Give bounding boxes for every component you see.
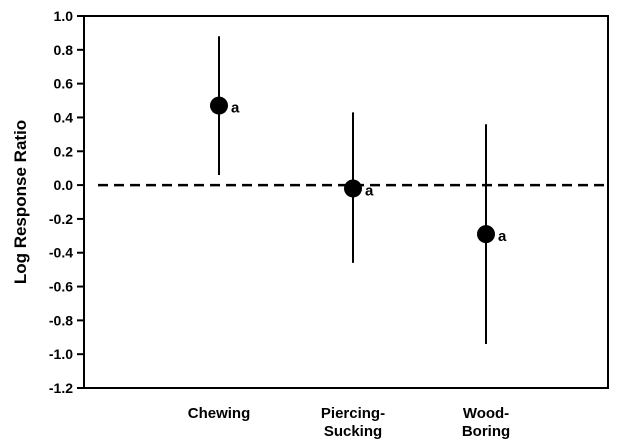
data-points bbox=[210, 96, 495, 244]
y-tick-label: 0.6 bbox=[54, 76, 74, 92]
y-tick-label: 0.2 bbox=[54, 143, 74, 159]
y-tick-label: -0.8 bbox=[49, 312, 73, 328]
y-tick-label: -1.2 bbox=[49, 380, 73, 396]
significance-label: a bbox=[231, 100, 240, 117]
x-category-labels: Chewing Piercing-Sucking Wood-Boring bbox=[188, 405, 510, 440]
y-tick-label: 0.8 bbox=[54, 42, 74, 58]
x-category-label-line: Sucking bbox=[324, 423, 382, 440]
y-tick-label: -0.6 bbox=[49, 279, 73, 295]
x-category-label-line: Chewing bbox=[188, 405, 251, 422]
significance-label: a bbox=[498, 228, 507, 245]
significance-label: a bbox=[365, 182, 374, 199]
y-tick-label: -0.4 bbox=[49, 245, 73, 261]
x-category-label: Piercing-Sucking bbox=[321, 405, 385, 440]
significance-labels: a a a bbox=[231, 100, 507, 246]
x-category-label: Wood-Boring bbox=[462, 405, 510, 440]
x-category-label-line: Piercing- bbox=[321, 405, 385, 422]
y-tick-label: 1.0 bbox=[54, 8, 74, 24]
mean-point bbox=[210, 96, 228, 115]
y-tick-label: 0.4 bbox=[54, 109, 74, 125]
mean-point bbox=[477, 225, 495, 244]
mean-point bbox=[344, 179, 362, 198]
plot-frame bbox=[83, 15, 609, 389]
y-axis-title: Log Response Ratio bbox=[11, 120, 30, 284]
y-tick-label: -0.2 bbox=[49, 211, 73, 227]
y-tick-label: -1.0 bbox=[49, 346, 73, 362]
x-category-label-line: Boring bbox=[462, 423, 510, 440]
x-category-label: Chewing bbox=[188, 405, 251, 422]
x-category-label-line: Wood- bbox=[463, 405, 509, 422]
y-tick-label: 0.0 bbox=[54, 177, 74, 193]
y-axis-ticks: 1.0 0.8 0.6 0.4 0.2 0.0 -0.2 -0.4 -0.6 -0.8 -1.0 -1… bbox=[49, 8, 84, 396]
